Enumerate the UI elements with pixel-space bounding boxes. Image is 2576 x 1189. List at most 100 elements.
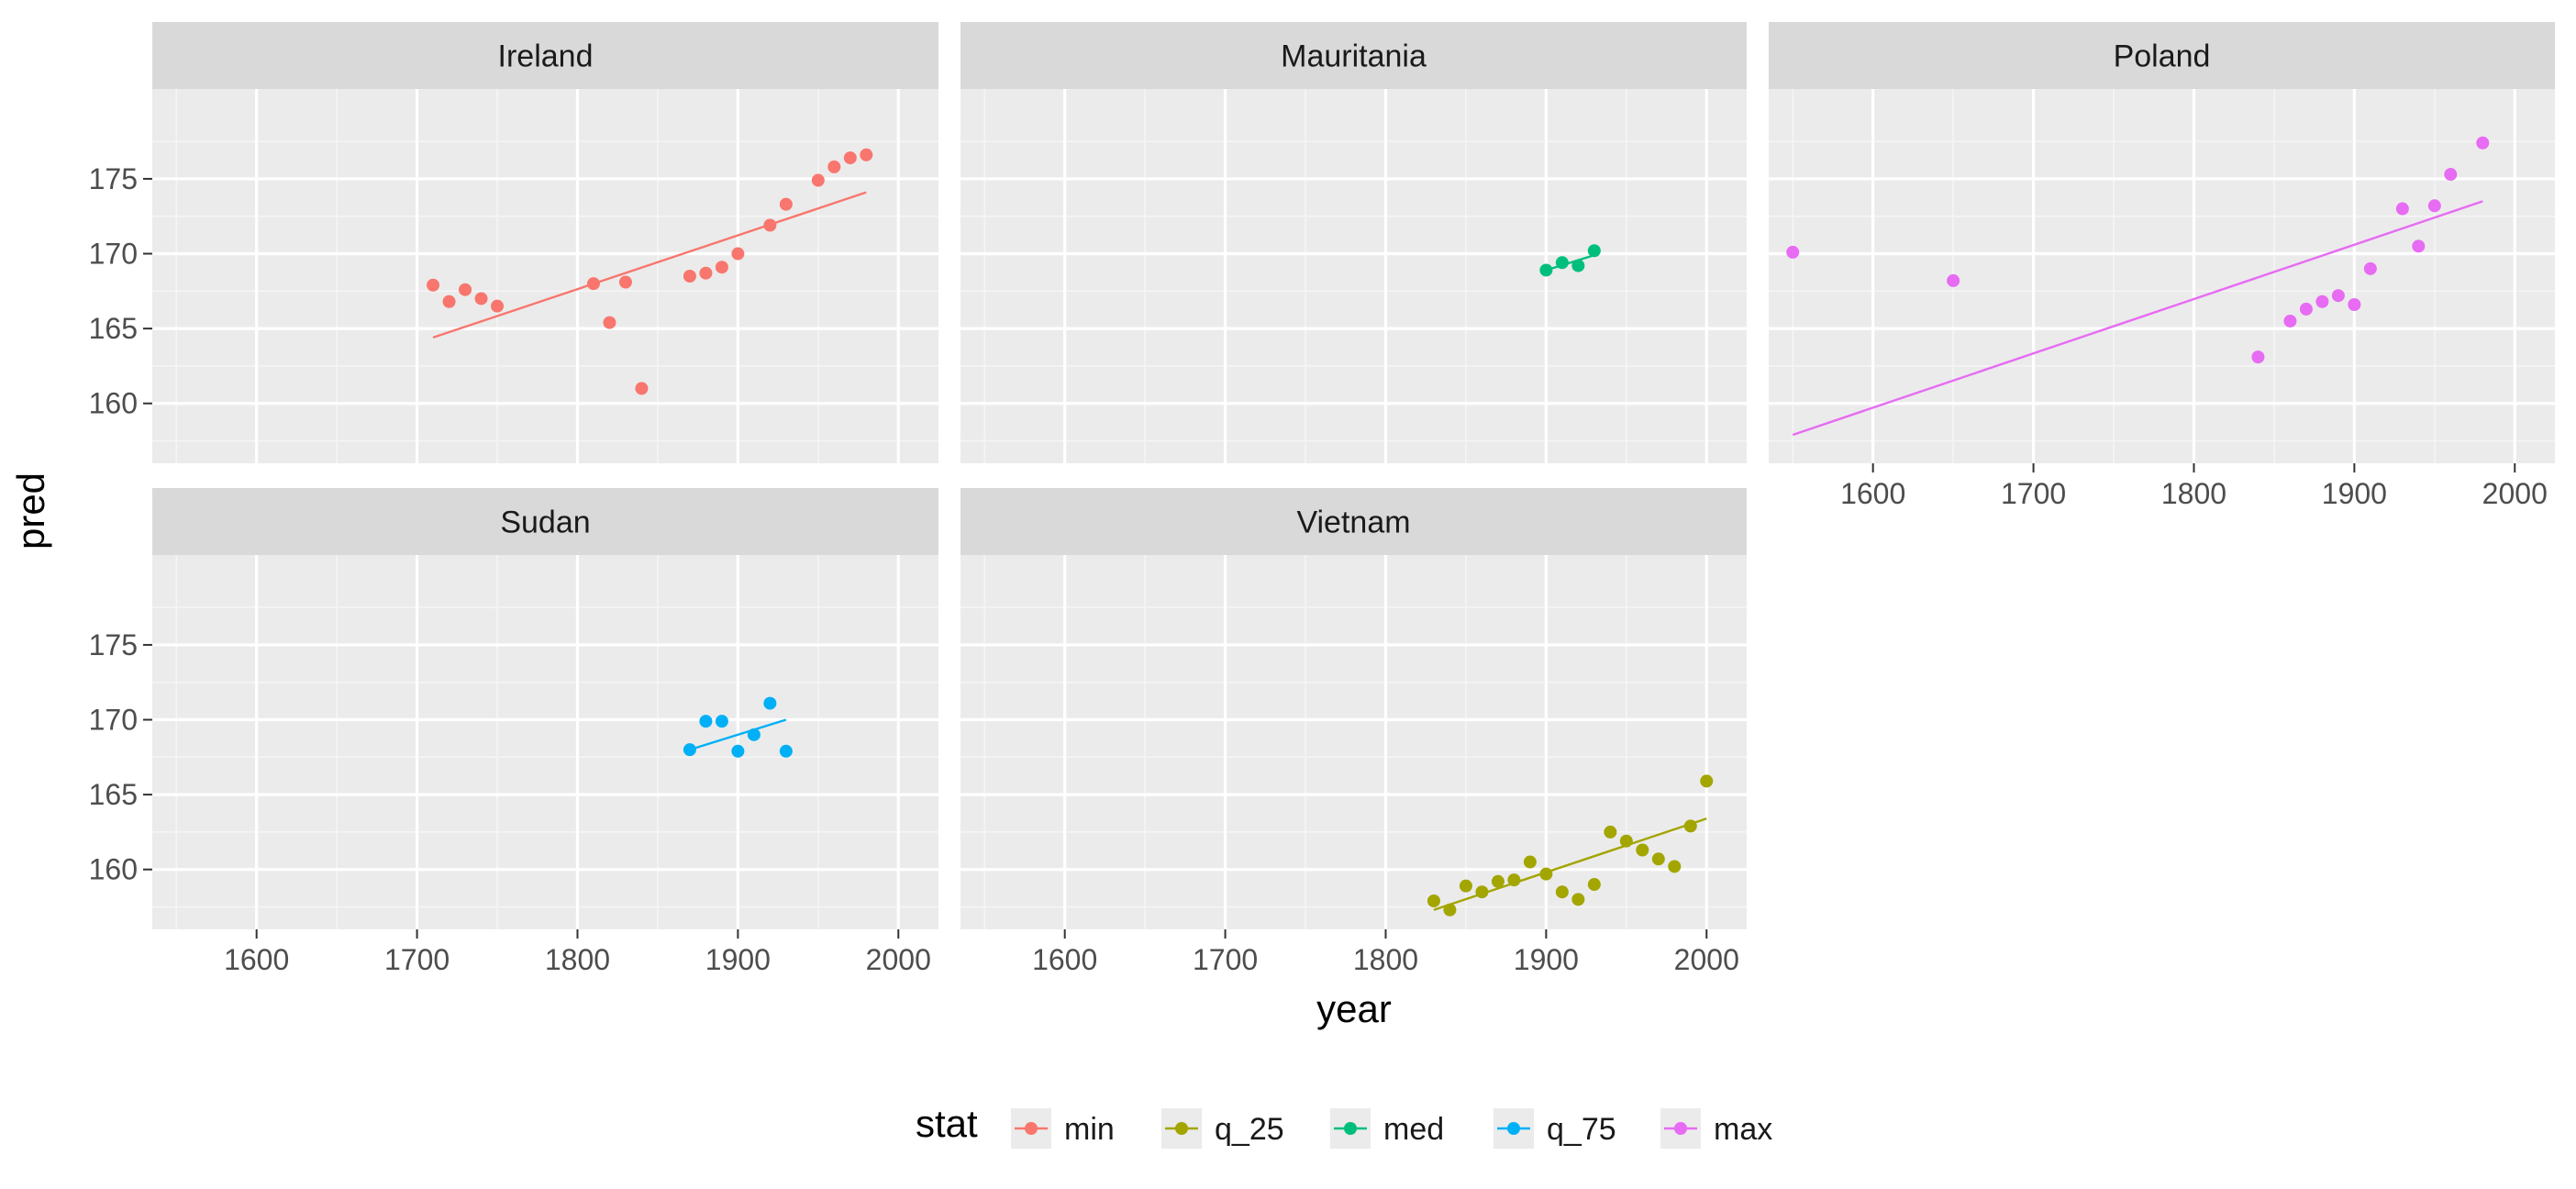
x-tick-label: 2000: [1674, 943, 1739, 976]
legend: stat min q_25 med q_75 max: [916, 1102, 1772, 1149]
data-point: [474, 292, 488, 306]
y-tick-label: 165: [89, 778, 138, 811]
data-point: [635, 382, 649, 395]
legend-label: med: [1383, 1112, 1444, 1147]
legend-label: min: [1064, 1112, 1115, 1147]
legend-key-point: [1674, 1122, 1687, 1135]
panel-background: [960, 89, 1747, 463]
data-point: [1555, 256, 1569, 270]
data-point: [1539, 867, 1553, 881]
panel-background: [152, 89, 938, 463]
data-point: [1619, 834, 1633, 848]
data-point: [779, 197, 793, 211]
data-point: [1571, 893, 1585, 906]
data-point: [491, 299, 505, 313]
facet-strip-label: Ireland: [498, 39, 594, 74]
data-point: [763, 218, 777, 232]
facet-strip-label: Mauritania: [1281, 39, 1427, 74]
data-point: [2331, 289, 2345, 303]
legend-label: q_75: [1547, 1112, 1616, 1147]
data-point: [683, 743, 696, 757]
data-point: [1700, 774, 1714, 788]
data-point: [586, 277, 600, 291]
x-tick-label: 1900: [1514, 943, 1579, 976]
trend-line: [1546, 254, 1595, 272]
data-point: [699, 715, 713, 728]
data-point: [1587, 878, 1601, 892]
data-point: [1683, 819, 1697, 833]
x-tick-label: 1800: [1353, 943, 1418, 976]
legend-key-point: [1344, 1122, 1357, 1135]
legend-key-point: [1507, 1122, 1520, 1135]
data-point: [1604, 825, 1617, 839]
data-point: [779, 744, 793, 758]
data-point: [747, 728, 761, 741]
facet-strip: [152, 22, 938, 89]
x-tick-label: 2000: [866, 943, 931, 976]
data-point: [2348, 298, 2361, 312]
data-point: [427, 278, 440, 292]
data-point: [1587, 244, 1601, 258]
data-point: [1507, 873, 1521, 887]
data-point: [603, 316, 616, 329]
data-point: [2299, 302, 2313, 316]
data-point: [1555, 885, 1569, 899]
y-tick-label: 175: [89, 628, 138, 661]
y-tick-label: 175: [89, 162, 138, 195]
data-point: [683, 270, 696, 283]
x-tick-label: 1700: [384, 943, 450, 976]
trend-line: [1792, 200, 2483, 437]
data-point: [715, 715, 728, 728]
data-point: [1491, 874, 1505, 888]
facet-strip: [960, 22, 1747, 89]
data-point: [2363, 261, 2377, 275]
panels-layer: Ireland 160 165 170 175 Mauritania Poland 1600 1…: [89, 22, 2555, 976]
data-point: [1668, 860, 1682, 873]
data-point: [2444, 168, 2458, 182]
data-point: [860, 148, 873, 161]
data-point: [1475, 885, 1489, 899]
x-tick-label: 1800: [2161, 477, 2226, 510]
data-point: [1636, 843, 1649, 857]
data-point: [1523, 855, 1537, 869]
facet-strip: [152, 488, 938, 555]
data-point: [1443, 903, 1457, 917]
y-tick-label: 170: [89, 704, 138, 737]
panel-background: [1769, 89, 2555, 463]
x-tick-label: 2000: [2482, 477, 2548, 510]
data-point: [1571, 259, 1585, 272]
data-point: [2427, 199, 2441, 213]
x-axis-title: year: [1316, 987, 1392, 1030]
data-point: [2315, 294, 2329, 308]
data-point: [2412, 239, 2426, 253]
y-tick-label: 160: [89, 853, 138, 886]
panel-background: [960, 555, 1747, 929]
data-point: [1539, 263, 1553, 277]
data-point: [731, 744, 745, 758]
facet-strip-label: Poland: [2114, 39, 2211, 74]
facet-strip: [1769, 22, 2555, 89]
x-tick-label: 1800: [545, 943, 610, 976]
legend-key-point: [1025, 1122, 1038, 1135]
data-point: [1651, 852, 1665, 866]
panel-background: [152, 555, 938, 929]
x-tick-label: 1600: [1840, 477, 1905, 510]
facet-strip-label: Vietnam: [1296, 506, 1410, 540]
data-point: [2251, 350, 2265, 364]
data-point: [1459, 879, 1472, 893]
legend-key-point: [1175, 1122, 1188, 1135]
legend-label: q_25: [1215, 1112, 1284, 1147]
trend-line: [432, 191, 867, 339]
data-point: [699, 266, 713, 280]
data-point: [618, 275, 632, 289]
y-tick-label: 170: [89, 238, 138, 271]
data-point: [1427, 894, 1440, 907]
facet-strip: [960, 488, 1747, 555]
data-point: [811, 173, 825, 187]
data-point: [1947, 273, 1960, 287]
facet-strip-label: Sudan: [500, 506, 590, 540]
data-point: [827, 160, 841, 173]
x-tick-label: 1600: [1032, 943, 1097, 976]
data-point: [2476, 136, 2490, 150]
